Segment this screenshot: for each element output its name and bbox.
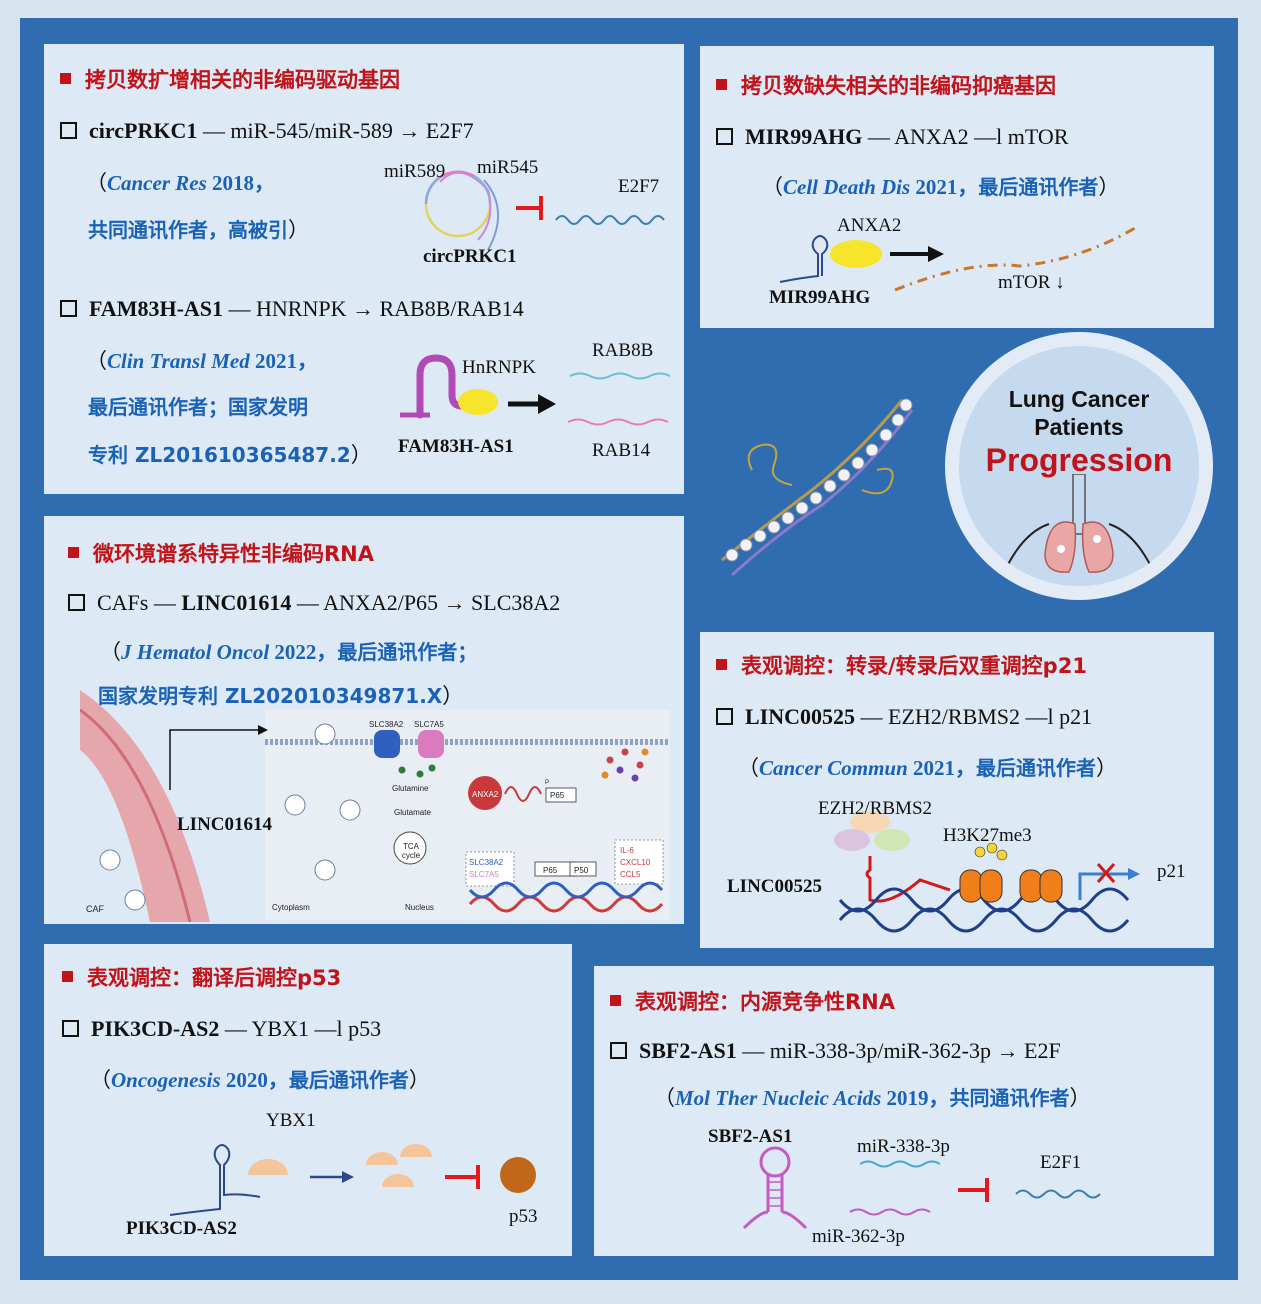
item-mir99ahg: MIR99AHG — ANXA2 —l mTOR [716, 124, 1069, 150]
label-circprkc1: circPRKC1 [423, 246, 517, 267]
label-anxa2: ANXA2 [472, 790, 499, 799]
label-p21: p21 [1157, 861, 1186, 882]
checkbox-icon [610, 1042, 627, 1059]
citation: （J Hematol Oncol 2022，最后通讯作者； [100, 640, 478, 664]
circprkc1-diagram [424, 170, 665, 251]
citation-note: 共同通讯作者，高被引） [88, 218, 309, 242]
label-genes-slc38a2: SLC38A2 [469, 858, 504, 867]
citation: （Cancer Res 2018， [86, 171, 275, 195]
circle-line3: Progression [985, 442, 1173, 478]
panel-title: 拷贝数缺失相关的非编码抑癌基因 [716, 70, 1056, 100]
linc01614-pathway-figure [80, 690, 670, 922]
label-p65: P65 [543, 866, 558, 875]
panel-title: 表观调控：转录/转录后双重调控p21 [716, 650, 1087, 680]
label-ccl5: CCL5 [620, 870, 641, 879]
fam83h-diagram [400, 354, 670, 426]
label-h3k27me3: H3K27me3 [943, 825, 1032, 846]
panel-title: 表观调控：翻译后调控p53 [62, 962, 341, 992]
label-p-site: P [545, 780, 550, 786]
panel-title: 表观调控：内源竞争性RNA [610, 986, 895, 1016]
linc00525-diagram [834, 811, 1140, 933]
label-fam83h-as1: FAM83H-AS1 [398, 436, 514, 457]
label-e2f1: E2F1 [1040, 1152, 1082, 1173]
label-nucleus: Nucleus [405, 903, 434, 912]
citation: （Oncogenesis 2020，最后通讯作者） [90, 1068, 430, 1092]
label-hnrnpk: HnRNPK [462, 357, 536, 378]
label-linc00525: LINC00525 [727, 876, 823, 897]
lung-cancer-badge: Lung Cancer Patients Progression [945, 332, 1213, 600]
panel-title: 微环境谱系特异性非编码RNA [68, 538, 374, 568]
checkbox-icon [68, 594, 85, 611]
label-mir589: miR589 [384, 161, 446, 182]
label-cxcl10: CXCL10 [620, 858, 651, 867]
label-linc01614: LINC01614 [177, 814, 273, 835]
label-mir545: miR545 [477, 157, 539, 178]
citation-note: 专利 ZL201610365487.2） [88, 443, 372, 467]
label-pik3cd-as2: PIK3CD-AS2 [126, 1218, 237, 1239]
sbf2-as1-diagram [742, 1146, 1101, 1230]
item-circprkc1: circPRKC1 — miR-545/miR-589 → E2F7 [60, 118, 474, 144]
checkbox-icon [60, 300, 77, 317]
checkbox-icon [716, 708, 733, 725]
item-linc01614: CAFs — LINC01614 — ANXA2/P65 → SLC38A2 [68, 590, 560, 616]
label-p50: P50 [574, 866, 589, 875]
checkbox-icon [62, 1020, 79, 1037]
pik3cd-as2-diagram [170, 1144, 536, 1216]
panel-p53-regulation [44, 944, 572, 1256]
label-e2f7: E2F7 [618, 176, 660, 197]
label-tca: TCA cycle [401, 842, 421, 860]
panel-cerna [594, 966, 1214, 1256]
citation-note: 最后通讯作者；国家发明 [88, 395, 308, 419]
rna-structure-illustration [721, 398, 914, 577]
label-mtor: mTOR ↓ [998, 272, 1065, 293]
label-cytoplasm: Cytoplasm [272, 903, 310, 912]
label-anxa2: ANXA2 [837, 215, 902, 236]
label-ybx1: YBX1 [266, 1110, 316, 1131]
label-mir99ahg: MIR99AHG [769, 287, 871, 308]
item-sbf2-as1: SBF2-AS1 — miR-338-3p/miR-362-3p → E2F [610, 1038, 1061, 1064]
citation: （Cancer Commun 2021，最后通讯作者） [738, 756, 1118, 780]
label-p53: p53 [509, 1206, 538, 1227]
circle-line1: Lung Cancer [1008, 386, 1150, 412]
label-rab8b: RAB8B [592, 340, 654, 361]
mir99ahg-diagram [779, 226, 1136, 292]
label-glutamine: Glutamine [392, 784, 429, 793]
label-mir-338-3p: miR-338-3p [857, 1136, 950, 1157]
panel-title: 拷贝数扩增相关的非编码驱动基因 [60, 64, 400, 94]
item-linc00525: LINC00525 — EZH2/RBMS2 —l p21 [716, 704, 1092, 730]
label-slc38a2: SLC38A2 [369, 720, 404, 729]
label-rab14: RAB14 [592, 440, 651, 461]
citation: （Mol Ther Nucleic Acids 2019，共同通讯作者） [654, 1086, 1091, 1110]
label-slc7a5: SLC7A5 [414, 720, 444, 729]
item-pik3cd-as2: PIK3CD-AS2 — YBX1 —l p53 [62, 1016, 381, 1042]
label-caf: CAF [86, 904, 104, 914]
label-sbf2-as1: SBF2-AS1 [708, 1126, 793, 1147]
checkbox-icon [716, 128, 733, 145]
citation: （Clin Transl Med 2021， [86, 349, 319, 373]
checkbox-icon [60, 122, 77, 139]
panel-p21-regulation [700, 632, 1214, 948]
label-ezh2-rbms2: EZH2/RBMS2 [818, 798, 933, 819]
label-p65-top: P65 [550, 791, 565, 800]
label-il6: IL-6 [620, 846, 634, 855]
circle-line2: Patients [1034, 414, 1124, 440]
label-mir-362-3p: miR-362-3p [812, 1226, 905, 1247]
citation-note: 国家发明专利 ZL202010349871.X） [98, 684, 464, 708]
item-fam83h-as1: FAM83H-AS1 — HNRNPK → RAB8B/RAB14 [60, 296, 524, 322]
label-glutamate: Glutamate [394, 808, 431, 817]
lungs-icon [998, 474, 1160, 585]
citation: （Cell Death Dis 2021，最后通讯作者） [762, 175, 1120, 199]
label-genes-slc7a5: SLC7A5 [469, 870, 499, 879]
